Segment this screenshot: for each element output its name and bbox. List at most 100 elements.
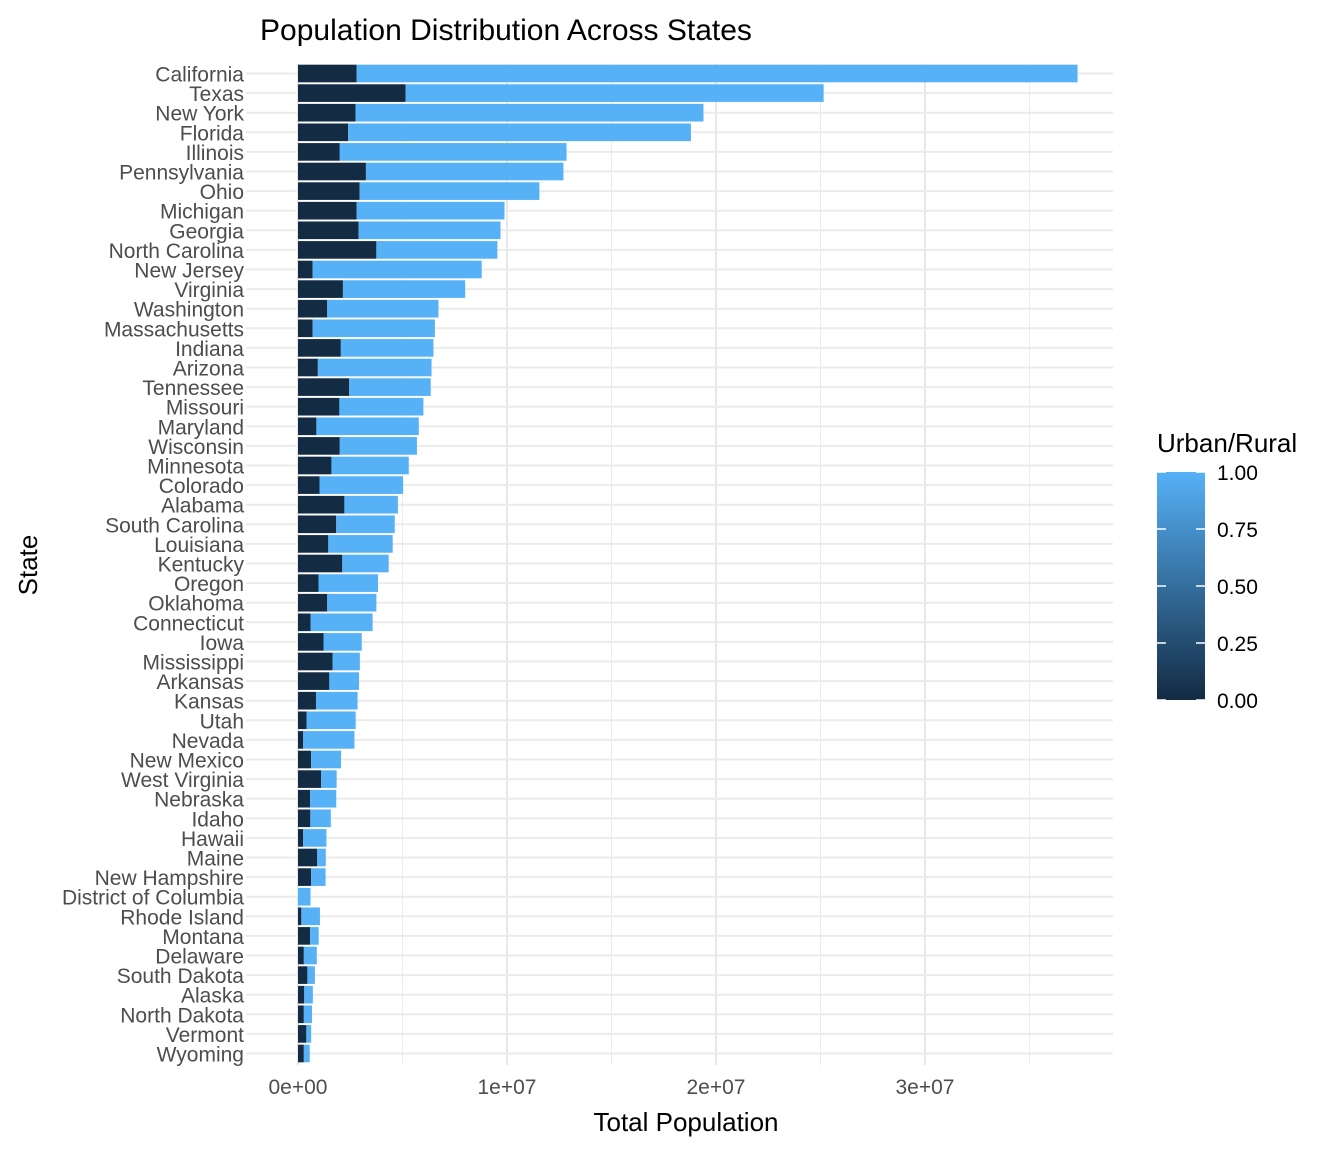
bar-rural-texas xyxy=(298,84,406,102)
x-tick-labels: 0e+00 1e+07 2e+07 3e+07 xyxy=(269,1076,955,1099)
bar-urban-massachusetts xyxy=(312,319,435,338)
bar-urban-north-carolina xyxy=(376,241,498,259)
bar-rural-utah xyxy=(298,711,307,730)
bar-rural-rhode-island xyxy=(298,907,302,926)
bar-urban-arkansas xyxy=(329,672,360,690)
bar-rural-minnesota xyxy=(298,456,332,475)
y-tick-label: Mississippi xyxy=(142,652,244,675)
bar-rural-indiana xyxy=(298,339,341,357)
bar-rural-west-virginia xyxy=(298,770,322,788)
bar-urban-virginia xyxy=(342,280,466,298)
bar-urban-nebraska xyxy=(310,789,337,808)
bar-urban-mississippi xyxy=(332,652,360,671)
bar-rural-georgia xyxy=(298,221,359,240)
x-tick-label: 3e+07 xyxy=(896,1076,955,1099)
bar-urban-alabama xyxy=(344,495,398,514)
bar-rural-idaho xyxy=(298,809,311,828)
y-tick-label: Colorado xyxy=(159,475,244,498)
y-tick-label: Wyoming xyxy=(157,1044,244,1067)
legend-tick-label: 0.50 xyxy=(1217,576,1258,599)
bar-rural-alaska xyxy=(298,985,305,1004)
bar-rural-virginia xyxy=(298,280,343,298)
bar-urban-alaska xyxy=(304,985,313,1004)
bar-rural-florida xyxy=(298,123,349,142)
x-tick-label: 2e+07 xyxy=(687,1076,746,1099)
bar-urban-colorado xyxy=(319,476,404,494)
bar-urban-north-dakota xyxy=(303,1005,313,1024)
bar-rural-michigan xyxy=(298,201,357,220)
legend-ticks: 0.00 0.25 0.50 0.75 1.00 xyxy=(1157,462,1258,713)
y-tick-label: Oklahoma xyxy=(148,593,244,616)
bar-urban-missouri xyxy=(339,397,424,416)
bar-rural-tennessee xyxy=(298,378,350,396)
bar-rural-pennsylvania xyxy=(298,162,366,181)
y-tick-label: Connecticut xyxy=(133,612,244,635)
bar-rural-washington xyxy=(298,299,328,318)
y-tick-label: Utah xyxy=(200,710,244,733)
bar-rural-south-carolina xyxy=(298,515,337,534)
bar-rural-connecticut xyxy=(298,613,311,632)
y-tick-label: Virginia xyxy=(174,279,244,302)
bar-rural-nevada xyxy=(298,731,304,749)
bar-urban-wyoming xyxy=(303,1044,310,1063)
bar-urban-utah xyxy=(306,711,356,730)
bar-urban-connecticut xyxy=(310,613,373,632)
bar-urban-arizona xyxy=(317,358,432,377)
bar-rural-massachusetts xyxy=(298,319,313,338)
y-tick-label: New Mexico xyxy=(130,750,244,773)
bar-urban-texas xyxy=(405,84,824,102)
bar-rural-new-jersey xyxy=(298,260,313,279)
bar-urban-rhode-island xyxy=(301,907,320,926)
y-tick-label: Alabama xyxy=(161,495,244,518)
bar-rural-kentucky xyxy=(298,554,343,573)
y-tick-label: Missouri xyxy=(166,397,244,420)
y-tick-label: Maryland xyxy=(158,416,244,439)
bar-rural-oregon xyxy=(298,574,319,592)
legend-title: Urban/Rural xyxy=(1157,428,1297,458)
y-tick-label: Kansas xyxy=(174,691,244,714)
bar-urban-illinois xyxy=(339,143,567,161)
bar-rural-hawaii xyxy=(298,829,304,847)
y-tick-label: Oregon xyxy=(174,573,244,596)
bar-urban-kentucky xyxy=(342,554,389,573)
legend-tick-label: 0.75 xyxy=(1217,519,1258,542)
bar-urban-ohio xyxy=(359,182,540,200)
bar-rural-mississippi xyxy=(298,652,333,671)
bar-urban-south-carolina xyxy=(336,515,395,534)
bar-urban-washington xyxy=(327,299,439,318)
bar-rural-wyoming xyxy=(298,1044,304,1063)
y-tick-label: Minnesota xyxy=(147,456,244,479)
y-tick-label: Hawaii xyxy=(181,828,244,851)
bar-rural-vermont xyxy=(298,1025,307,1043)
bar-rural-delaware xyxy=(298,946,304,965)
bar-urban-district-of-columbia xyxy=(298,887,311,906)
y-tick-label: Massachusetts xyxy=(104,318,244,341)
y-axis-title: State xyxy=(13,535,43,596)
y-tick-label: Wisconsin xyxy=(148,436,244,459)
bar-rural-kansas xyxy=(298,691,316,710)
bar-rural-north-carolina xyxy=(298,241,377,259)
bar-urban-pennsylvania xyxy=(365,162,564,181)
bar-rural-oklahoma xyxy=(298,593,328,612)
y-tick-label: New Jersey xyxy=(134,260,244,283)
bar-urban-west-virginia xyxy=(321,770,337,788)
bar-rural-iowa xyxy=(298,633,324,651)
bar-rural-arkansas xyxy=(298,672,330,690)
y-tick-label: Arkansas xyxy=(156,671,244,694)
bar-urban-tennessee xyxy=(349,378,431,396)
y-tick-label: Iowa xyxy=(200,632,245,655)
legend: Urban/Rural 0.00 0.25 0.50 0.75 1.00 xyxy=(1157,428,1297,713)
bar-rural-illinois xyxy=(298,143,340,161)
bar-urban-indiana xyxy=(340,339,434,357)
bar-urban-vermont xyxy=(306,1025,312,1043)
bar-rural-alabama xyxy=(298,495,345,514)
x-tick-label: 1e+07 xyxy=(478,1076,537,1099)
bar-urban-delaware xyxy=(303,946,317,965)
bar-rural-montana xyxy=(298,927,311,945)
y-tick-label: Washington xyxy=(134,299,244,322)
bar-urban-hawaii xyxy=(303,829,327,847)
bar-rural-maine xyxy=(298,848,318,867)
bar-urban-idaho xyxy=(310,809,331,828)
